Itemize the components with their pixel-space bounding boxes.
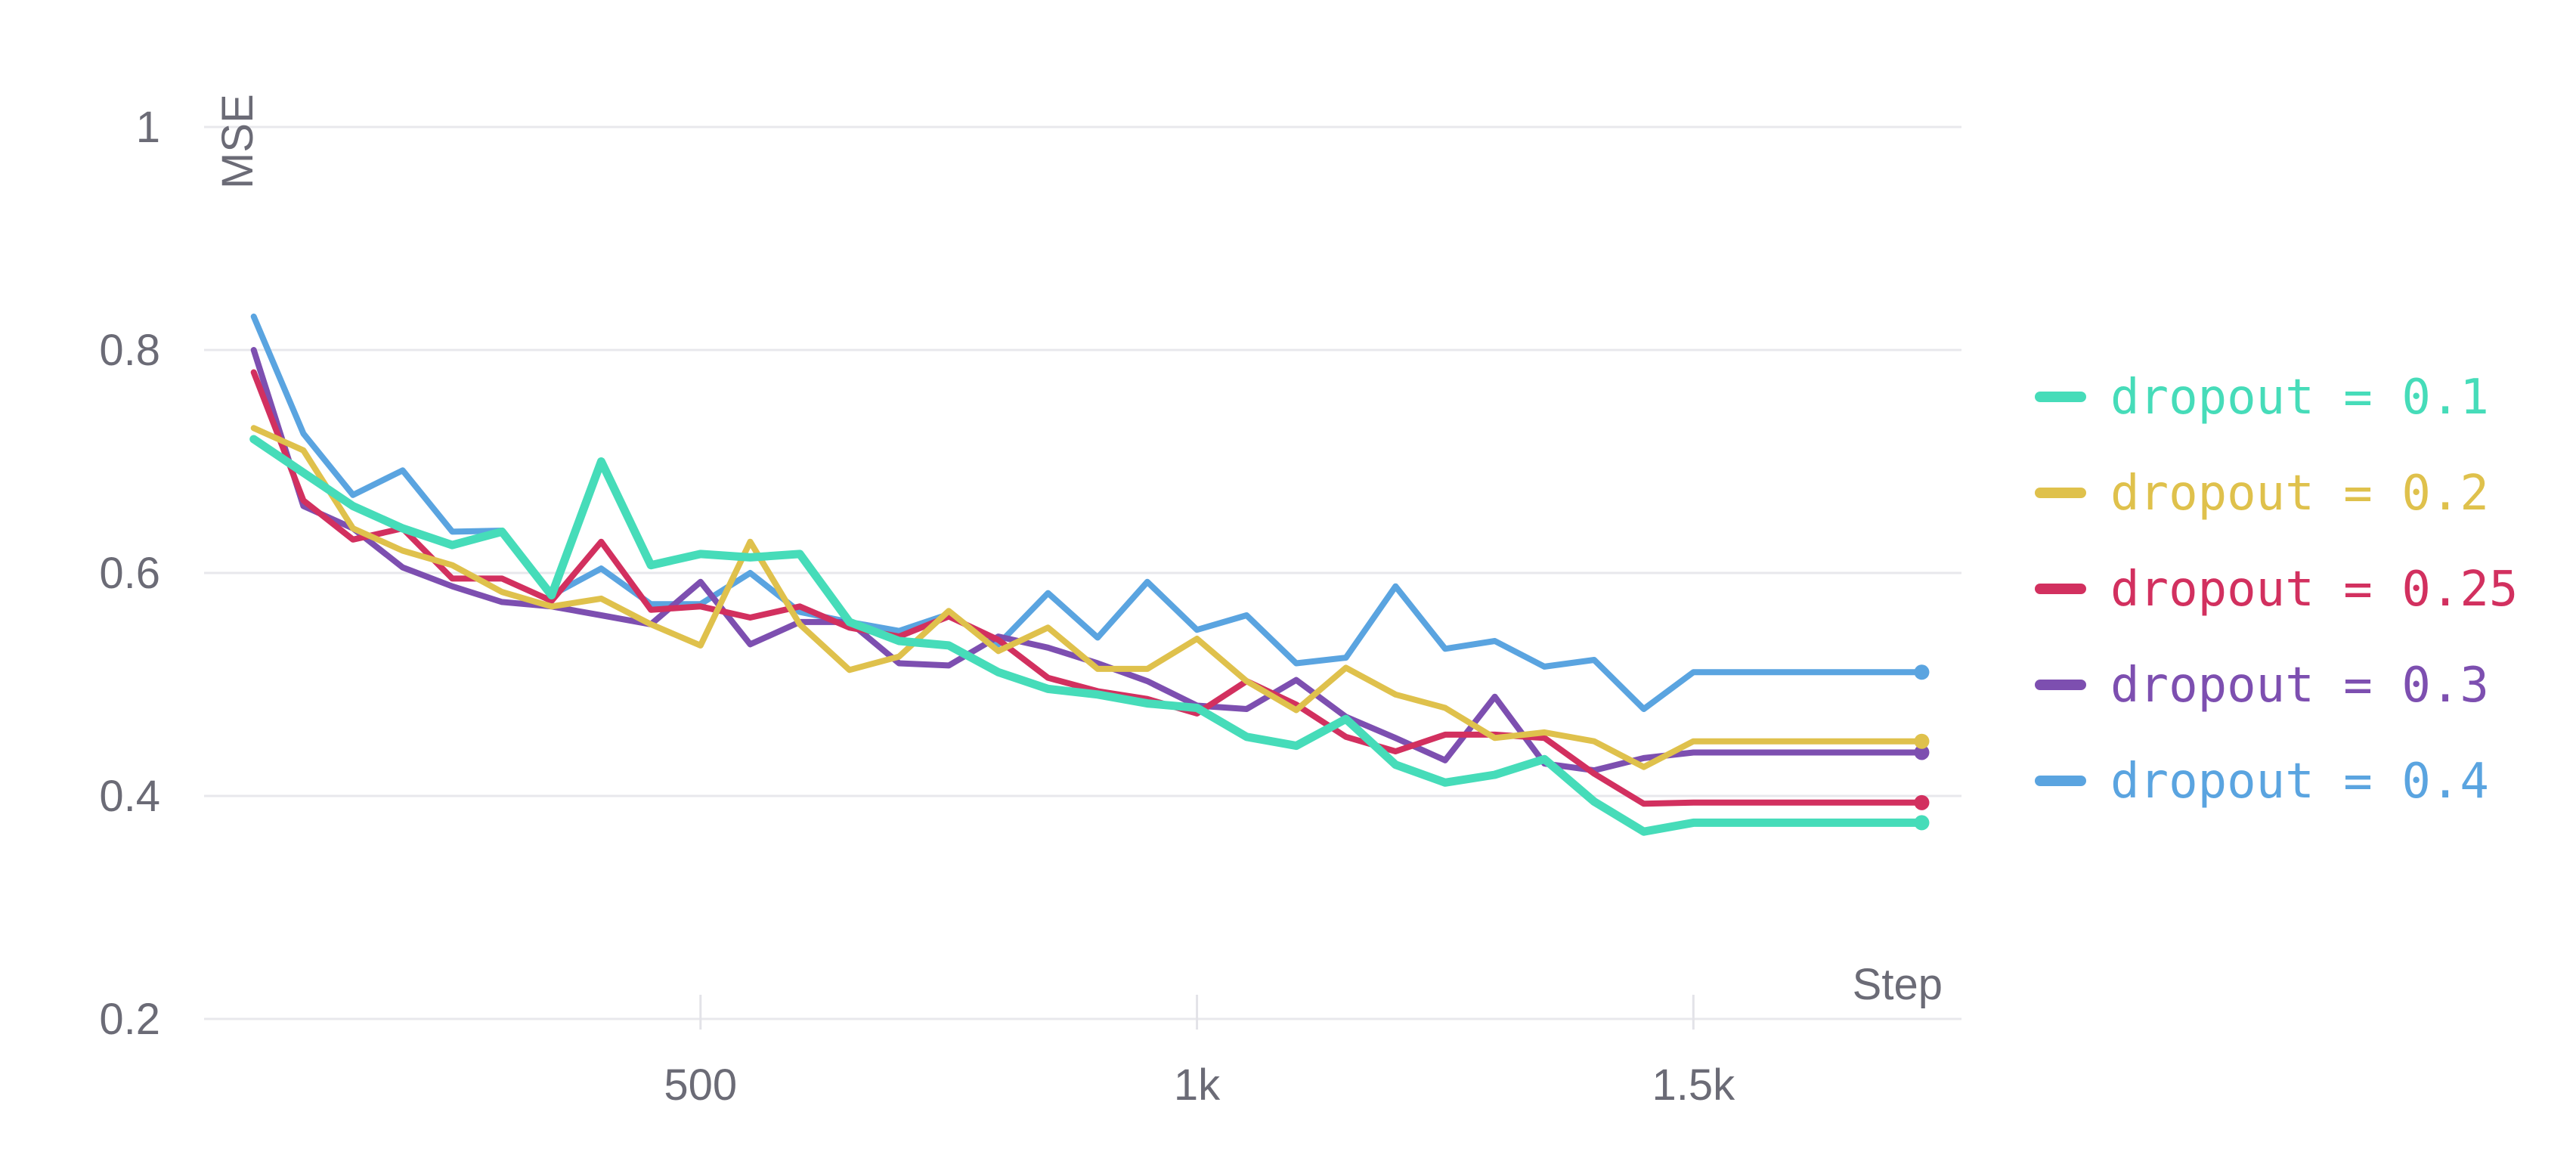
y-tick-label: 0.6 (99, 549, 160, 598)
x-tick-label: 1k (1174, 1061, 1221, 1110)
legend-label: dropout = 0.4 (2110, 754, 2489, 810)
legend-swatch (2035, 392, 2086, 402)
series-line-5 (250, 313, 1925, 712)
legend-entry[interactable]: dropout = 0.25 (2035, 562, 2518, 618)
y-tick-label: 1 (136, 103, 160, 152)
legend-label: dropout = 0.1 (2110, 370, 2489, 426)
series-end-point (1914, 745, 1930, 760)
grid-lines (204, 125, 1961, 1020)
legend: dropout = 0.1 dropout = 0.2 dropout = 0.25… (2035, 370, 2518, 810)
legend-entry[interactable]: dropout = 0.4 (2035, 754, 2489, 810)
y-tick-label: 0.4 (99, 772, 160, 821)
legend-label: dropout = 0.25 (2110, 562, 2518, 618)
x-tick-label: 500 (664, 1061, 737, 1110)
series-end-point (1914, 794, 1930, 810)
y-tick-label: 0.8 (99, 326, 160, 375)
series-line-1 (249, 435, 1926, 836)
series-line-2 (250, 425, 1925, 770)
x-axis-title: Step (1853, 960, 1943, 1009)
axis-ticks: 0.2 0.4 0.6 0.8 1 500 1k 1.5k (99, 103, 1735, 1110)
legend-swatch (2035, 584, 2086, 594)
series-end-point (1914, 733, 1930, 749)
series-end-point (1914, 815, 1930, 831)
series-lines (249, 313, 1930, 836)
x-tick-label: 1.5k (1652, 1061, 1736, 1110)
legend-swatch (2035, 680, 2086, 690)
series-end-point (1914, 664, 1930, 680)
series-line-3 (250, 369, 1925, 807)
legend-swatch (2035, 488, 2086, 498)
series-line-4 (250, 347, 1925, 774)
y-tick-label: 0.2 (99, 995, 160, 1044)
legend-entry[interactable]: dropout = 0.2 (2035, 466, 2489, 522)
legend-entry[interactable]: dropout = 0.3 (2035, 658, 2489, 714)
legend-label: dropout = 0.2 (2110, 466, 2489, 522)
legend-swatch (2035, 776, 2086, 786)
legend-entry[interactable]: dropout = 0.1 (2035, 370, 2489, 426)
y-axis-title: MSE (213, 94, 262, 189)
legend-label: dropout = 0.3 (2110, 658, 2489, 714)
